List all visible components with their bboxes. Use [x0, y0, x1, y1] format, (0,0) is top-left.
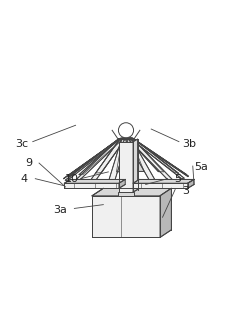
Polygon shape [131, 138, 187, 175]
Polygon shape [108, 139, 128, 183]
Text: 3b: 3b [182, 139, 196, 149]
Polygon shape [64, 179, 125, 183]
Circle shape [118, 123, 134, 138]
Text: 5: 5 [174, 174, 181, 184]
Polygon shape [79, 138, 123, 175]
Polygon shape [133, 183, 188, 188]
Polygon shape [132, 138, 188, 177]
Polygon shape [65, 139, 121, 181]
Polygon shape [118, 192, 134, 196]
Text: 5a: 5a [195, 162, 209, 172]
Polygon shape [68, 138, 121, 177]
Polygon shape [188, 179, 194, 188]
Polygon shape [124, 138, 144, 171]
Polygon shape [64, 138, 120, 179]
Polygon shape [64, 183, 119, 188]
Polygon shape [119, 142, 133, 192]
Polygon shape [131, 138, 184, 179]
Text: 10: 10 [65, 174, 79, 184]
Text: 3c: 3c [15, 139, 28, 149]
Polygon shape [119, 179, 125, 188]
Text: 4: 4 [20, 174, 27, 184]
Polygon shape [126, 139, 156, 182]
Text: 3: 3 [182, 186, 189, 196]
Text: 9: 9 [25, 158, 33, 168]
Polygon shape [133, 139, 138, 192]
Polygon shape [92, 188, 171, 196]
Polygon shape [130, 138, 178, 173]
Polygon shape [160, 188, 171, 237]
Polygon shape [92, 196, 160, 237]
Polygon shape [116, 138, 129, 172]
Polygon shape [133, 179, 194, 183]
Text: 3a: 3a [53, 205, 68, 215]
Polygon shape [96, 138, 126, 173]
Polygon shape [74, 139, 122, 182]
Polygon shape [88, 139, 125, 183]
Polygon shape [127, 138, 164, 172]
Polygon shape [129, 139, 173, 181]
Polygon shape [123, 139, 136, 183]
